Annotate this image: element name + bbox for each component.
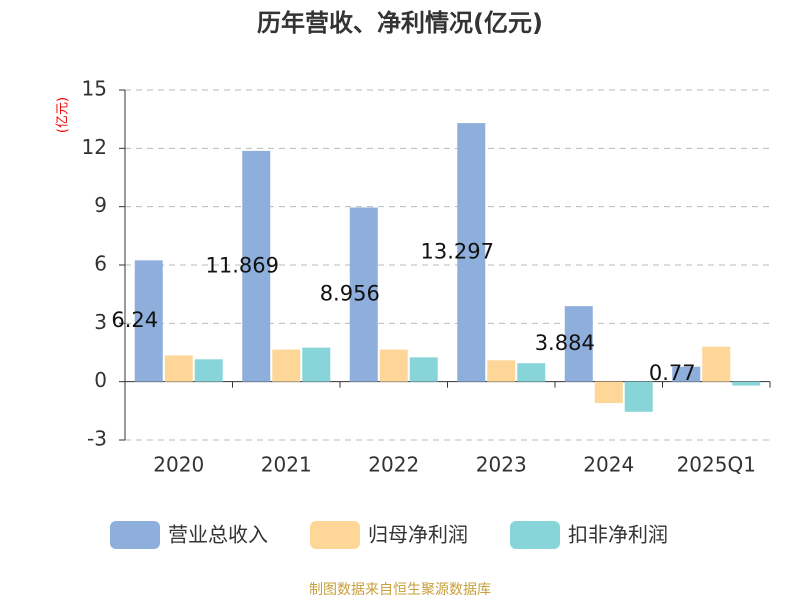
y-tick-label: 12 <box>82 135 107 159</box>
y-tick-label: -3 <box>87 427 107 451</box>
bar <box>732 381 761 386</box>
y-tick-label: 0 <box>94 368 107 392</box>
bar <box>517 363 546 382</box>
y-tick-label: 3 <box>94 310 107 334</box>
bar <box>302 347 331 382</box>
x-tick-label: 2022 <box>368 453 419 477</box>
bar <box>349 207 378 382</box>
data-label: 13.297 <box>421 239 494 263</box>
bar <box>409 357 438 382</box>
bar <box>594 381 623 404</box>
x-tick-label: 2023 <box>476 453 527 477</box>
legend-label: 扣非净利润 <box>568 523 668 547</box>
y-tick-label: 9 <box>94 193 107 217</box>
legend-swatch <box>510 521 560 549</box>
x-tick-label: 2024 <box>583 453 634 477</box>
source-note: 制图数据来自恒生聚源数据库 <box>309 582 491 598</box>
legend-label: 归母净利润 <box>368 523 468 547</box>
y-axis-label: (亿元) <box>56 97 71 133</box>
bar <box>457 123 486 382</box>
bar <box>487 360 516 382</box>
y-tick-label: 15 <box>82 77 107 101</box>
x-tick-label: 2020 <box>153 453 204 477</box>
data-label: 3.884 <box>535 331 595 355</box>
data-label: 11.869 <box>206 253 279 277</box>
bar <box>624 381 653 412</box>
data-label: 8.956 <box>320 282 380 306</box>
legend-label: 营业总收入 <box>168 523 268 547</box>
legend-swatch <box>310 521 360 549</box>
bar <box>194 359 223 382</box>
bar <box>242 150 271 382</box>
bar <box>134 260 163 382</box>
y-tick-label: 6 <box>94 252 107 276</box>
data-label: 6.24 <box>111 308 158 332</box>
chart-title: 历年营收、净利情况(亿元) <box>257 9 543 37</box>
bar <box>379 349 408 382</box>
x-tick-label: 2025Q1 <box>677 453 756 477</box>
legend-swatch <box>110 521 160 549</box>
bar <box>164 355 193 382</box>
bar <box>702 346 731 382</box>
bar <box>672 366 701 382</box>
data-label: 0.77 <box>649 361 696 385</box>
bar <box>564 306 593 382</box>
bar <box>272 349 301 382</box>
x-tick-label: 2021 <box>261 453 312 477</box>
